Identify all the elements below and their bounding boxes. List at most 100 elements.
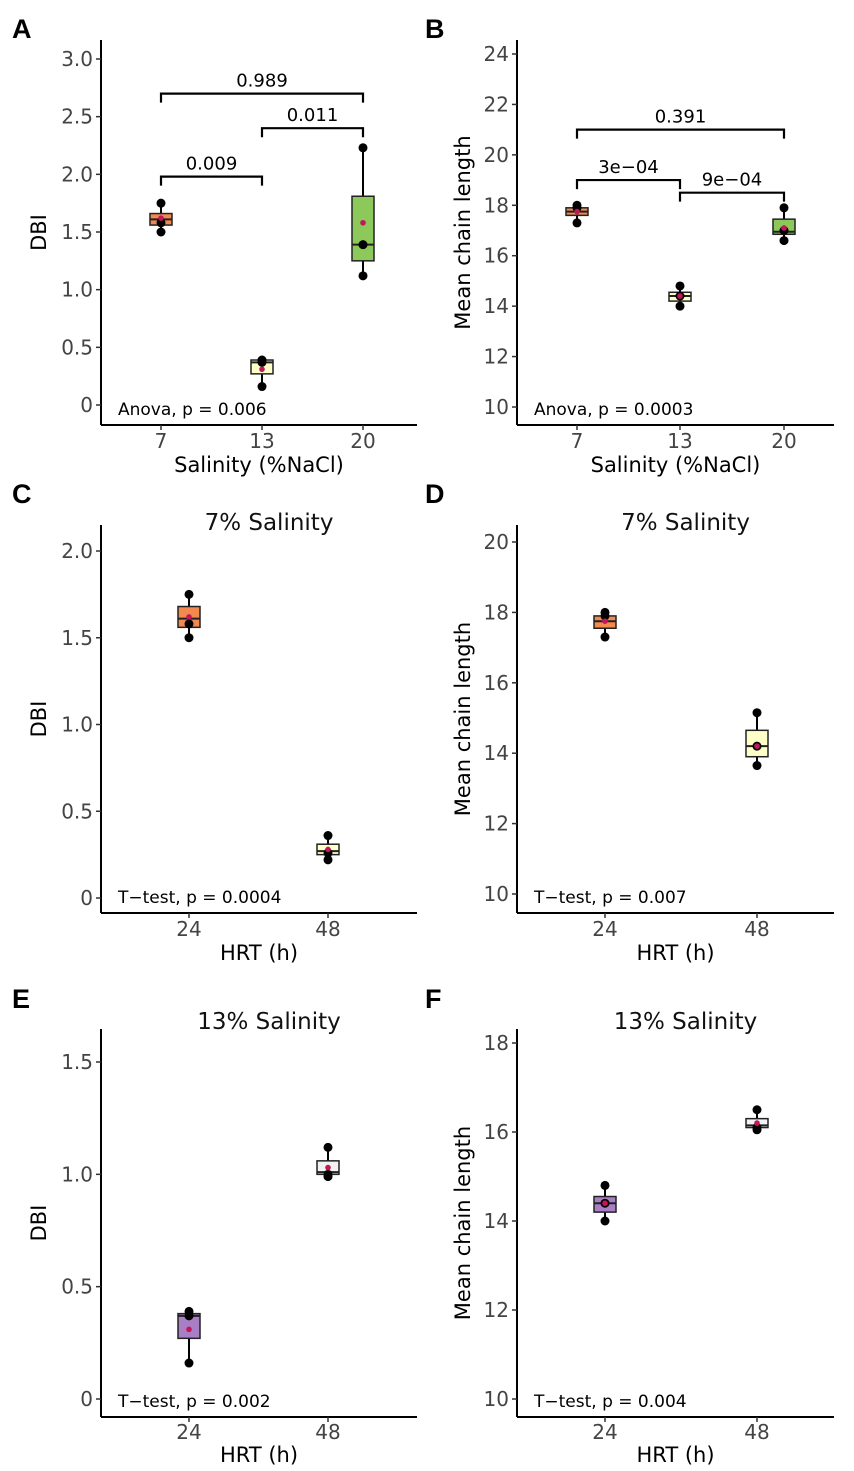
box-c-24 xyxy=(177,589,201,643)
data-point xyxy=(752,1105,762,1115)
x-tick-label: 13 xyxy=(667,429,692,453)
data-point xyxy=(779,203,789,213)
y-tick-label: 22 xyxy=(484,92,509,116)
y-tick-label: 1.0 xyxy=(61,1162,93,1186)
x-axis-label: HRT (h) xyxy=(220,941,298,965)
y-tick-label: 16 xyxy=(484,244,509,268)
box-f-48 xyxy=(745,1105,769,1135)
y-tick-label: 1.0 xyxy=(61,713,93,737)
panel-letter: C xyxy=(12,479,32,509)
y-tick-label: 16 xyxy=(484,671,509,695)
panel-letter: F xyxy=(425,984,442,1014)
data-point xyxy=(184,1358,194,1368)
data-point xyxy=(600,632,610,642)
stats-annotation: T−test, p = 0.0004 xyxy=(117,888,281,908)
significance-bracket: 0.011 xyxy=(260,105,365,138)
mean-marker xyxy=(781,225,787,231)
mean-marker xyxy=(259,366,265,373)
x-axis-label: Salinity (%NaCl) xyxy=(174,453,344,477)
bracket-label: 3e−04 xyxy=(598,157,659,178)
x-tick-label: 24 xyxy=(592,917,617,941)
data-point xyxy=(752,1123,762,1133)
data-point xyxy=(572,218,582,228)
y-tick-label: 10 xyxy=(484,1387,509,1411)
data-point xyxy=(156,218,166,228)
data-point xyxy=(323,1142,333,1152)
box-a-13 xyxy=(250,355,274,392)
data-point xyxy=(323,1169,333,1179)
stats-annotation: T−test, p = 0.007 xyxy=(533,888,687,908)
y-tick-label: 20 xyxy=(484,530,509,554)
box-c-48 xyxy=(316,831,340,865)
data-point xyxy=(184,633,194,643)
y-axis-label: Mean chain length xyxy=(451,1126,475,1320)
y-tick-label: 12 xyxy=(484,1298,509,1322)
box-e-24 xyxy=(177,1306,201,1368)
x-tick-label: 13 xyxy=(249,429,274,453)
y-tick-label: 1.5 xyxy=(61,1050,93,1074)
y-axis-label: Mean chain length xyxy=(451,622,475,816)
x-axis-label: HRT (h) xyxy=(220,1443,298,1467)
y-tick-label: 16 xyxy=(484,1120,509,1144)
bracket-line xyxy=(575,178,682,190)
y-tick-label: 2.0 xyxy=(61,539,93,563)
y-tick-label: 1.5 xyxy=(61,626,93,650)
y-tick-label: 0.5 xyxy=(61,335,93,359)
bracket-label: 0.989 xyxy=(236,71,288,92)
x-axis-label: Salinity (%NaCl) xyxy=(591,453,761,477)
panel-letter: B xyxy=(425,14,445,44)
stats-annotation: Anova, p = 0.0003 xyxy=(534,400,693,420)
data-point xyxy=(675,281,685,291)
data-point xyxy=(184,589,194,599)
y-tick-label: 18 xyxy=(484,193,509,217)
y-tick-label: 2.5 xyxy=(61,105,93,129)
box-d-48 xyxy=(745,708,769,771)
data-point xyxy=(156,227,166,237)
data-point xyxy=(752,708,762,718)
data-point xyxy=(600,1180,610,1190)
significance-bracket: 0.989 xyxy=(159,71,365,103)
stats-annotation: T−test, p = 0.004 xyxy=(533,1392,687,1412)
y-tick-label: 10 xyxy=(484,395,509,419)
y-tick-label: 3.0 xyxy=(61,47,93,71)
x-tick-label: 7 xyxy=(155,429,168,453)
panel-title: 13% Salinity xyxy=(614,1009,758,1035)
data-point xyxy=(358,143,368,153)
y-tick-label: 0.5 xyxy=(61,1275,93,1299)
panel-c: C 7% Salinity 0 0.5 1.0 1.5 2.0 24 48 DBI HRT (h) T… xyxy=(12,479,417,965)
panel-a: A 0 0.5 1.0 1.5 2.0 2.5 3.0 7 13 20 DBI Salinity (%N… xyxy=(12,14,417,477)
data-point xyxy=(323,831,333,841)
data-point xyxy=(600,1216,610,1226)
y-axis-label: DBI xyxy=(27,701,51,738)
data-point xyxy=(257,355,267,365)
bracket-line xyxy=(260,127,365,138)
data-point xyxy=(257,382,267,392)
significance-bracket: 0.391 xyxy=(575,107,786,139)
y-tick-label: 0.5 xyxy=(61,799,93,823)
x-tick-label: 48 xyxy=(744,1420,769,1444)
panel-f: F 13% Salinity 10 12 14 16 18 24 48 Mean chain le… xyxy=(425,984,834,1467)
mean-marker xyxy=(754,743,760,749)
panel-letter: D xyxy=(425,479,445,509)
y-tick-label: 14 xyxy=(484,741,509,765)
y-tick-label: 20 xyxy=(484,143,509,167)
y-tick-label: 12 xyxy=(484,812,509,836)
y-tick-label: 1.0 xyxy=(61,278,93,302)
box-b-13 xyxy=(668,281,692,311)
y-tick-label: 18 xyxy=(484,1031,509,1055)
y-tick-label: 2.0 xyxy=(61,162,93,186)
panel-e: E 13% Salinity 0 0.5 1.0 1.5 24 48 DBI HRT (h) T−t… xyxy=(12,984,417,1467)
mean-marker xyxy=(325,846,331,853)
bracket-line xyxy=(159,175,264,186)
y-axis-label: DBI xyxy=(27,214,51,251)
stats-annotation: Anova, p = 0.006 xyxy=(118,400,267,420)
x-axis-label: HRT (h) xyxy=(636,1443,714,1467)
x-tick-label: 48 xyxy=(744,917,769,941)
x-tick-label: 24 xyxy=(592,1420,617,1444)
bracket-line xyxy=(678,191,786,202)
box-b-7 xyxy=(565,200,589,228)
mean-marker xyxy=(574,208,580,215)
x-axis-label: HRT (h) xyxy=(636,941,714,965)
box-a-7 xyxy=(149,198,173,237)
